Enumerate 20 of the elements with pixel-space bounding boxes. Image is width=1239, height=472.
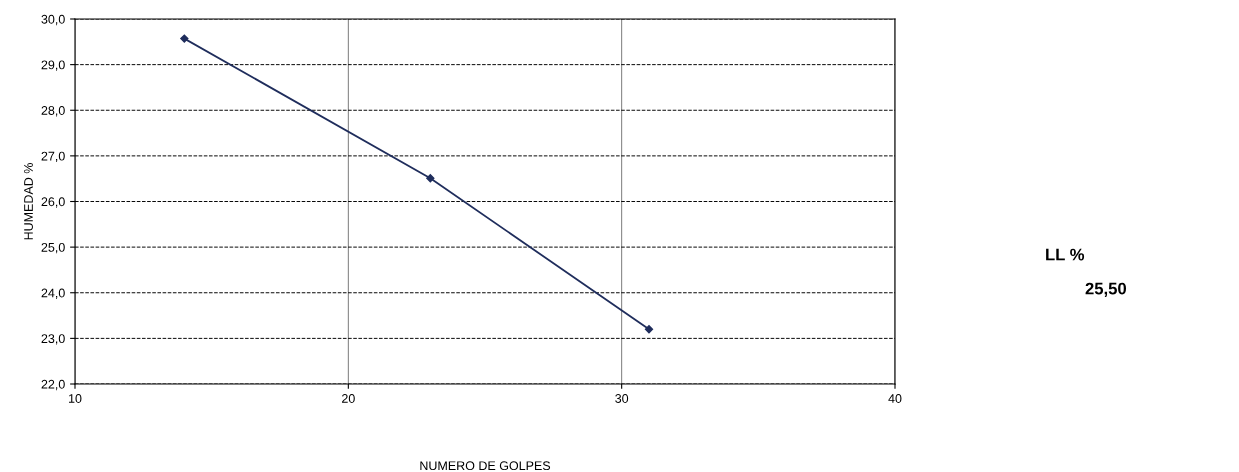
y-tick-label: 24,0 (41, 288, 65, 299)
y-tick-label: 27,0 (41, 151, 65, 162)
y-tick-label: 29,0 (41, 60, 65, 71)
text: LL % (1046, 248, 1085, 261)
y-tick-label: 23,0 (41, 334, 65, 345)
point (180, 34, 189, 43)
y-tick-label: 26,0 (41, 197, 65, 208)
y-tick-label: 28,0 (41, 106, 65, 117)
x-tick-label: 30 (615, 394, 629, 403)
x-tick-label: 10 (69, 394, 82, 403)
point (426, 174, 435, 183)
x-tick-label: 40 (888, 394, 902, 403)
y-tick-label: 30,0 (41, 14, 65, 26)
y-tick-label: 25,0 (41, 242, 65, 254)
y-axis-title: HUMEDAD % (24, 163, 33, 240)
text: 25,50 (1085, 282, 1127, 297)
point (644, 325, 654, 334)
y-tick-label: 22,0 (41, 379, 65, 391)
x-axis-title: NUMERO DE GOLPES (420, 461, 551, 471)
x-tick-label: 20 (342, 394, 355, 403)
